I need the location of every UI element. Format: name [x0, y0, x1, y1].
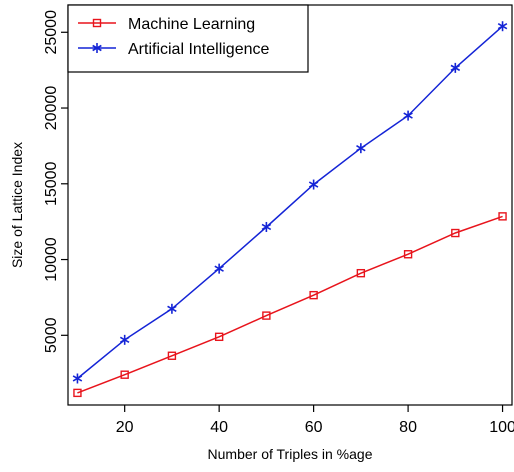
y-axis: 5000 10000 15000 20000 25000 [43, 10, 68, 353]
y-tick-label: 20000 [43, 86, 60, 131]
data-point-machine-learning [167, 351, 177, 360]
x-axis: 20 40 60 80 100 [116, 405, 514, 436]
y-tick-label: 5000 [43, 317, 60, 353]
legend-items: Machine Learning Artificial Intelligence [78, 16, 270, 58]
legend-label: Machine Learning [128, 16, 255, 33]
series-line-artificial-intelligence [76, 25, 504, 380]
x-tick-label: 40 [210, 419, 228, 436]
legend-item-machine-learning: Machine Learning [78, 16, 255, 33]
data-point-machine-learning [214, 332, 224, 342]
data-point-artificial-intelligence [403, 110, 413, 121]
data-point-artificial-intelligence [214, 263, 224, 274]
x-tick-label: 100 [489, 419, 514, 436]
series-artificial-intelligence [72, 21, 508, 384]
data-point-machine-learning [120, 370, 129, 379]
legend-marker [92, 43, 102, 53]
data-point-machine-learning [403, 250, 413, 259]
data-point-artificial-intelligence [72, 373, 83, 384]
x-tick-label: 60 [305, 419, 323, 436]
data-point-machine-learning [451, 228, 460, 238]
data-point-machine-learning [262, 311, 271, 320]
data-point-machine-learning [498, 212, 507, 221]
series-layer [72, 21, 508, 398]
data-point-artificial-intelligence [450, 62, 461, 73]
y-tick-label: 10000 [43, 237, 60, 282]
data-point-machine-learning [309, 290, 318, 300]
data-point-artificial-intelligence [308, 179, 319, 190]
y-axis-label: Size of Lattice Index [9, 142, 25, 268]
data-point-machine-learning [73, 388, 82, 398]
legend-item-artificial-intelligence: Artificial Intelligence [78, 41, 270, 58]
series-line-machine-learning [77, 215, 503, 394]
y-tick-label: 15000 [43, 161, 60, 206]
legend-label: Artificial Intelligence [128, 41, 270, 58]
data-point-artificial-intelligence [356, 143, 366, 154]
data-point-artificial-intelligence [119, 334, 130, 345]
x-tick-label: 20 [116, 419, 134, 436]
x-axis-label: Number of Triples in %age [208, 446, 373, 462]
data-point-machine-learning [356, 268, 366, 278]
data-point-artificial-intelligence [167, 303, 177, 314]
data-point-artificial-intelligence [497, 21, 508, 32]
y-tick-label: 25000 [43, 10, 60, 55]
legend: Machine Learning Artificial Intelligence [67, 4, 309, 73]
series-machine-learning [73, 212, 507, 398]
legend-box [67, 4, 309, 73]
x-tick-label: 80 [399, 419, 417, 436]
legend-marker [92, 18, 102, 28]
data-point-artificial-intelligence [261, 221, 272, 232]
